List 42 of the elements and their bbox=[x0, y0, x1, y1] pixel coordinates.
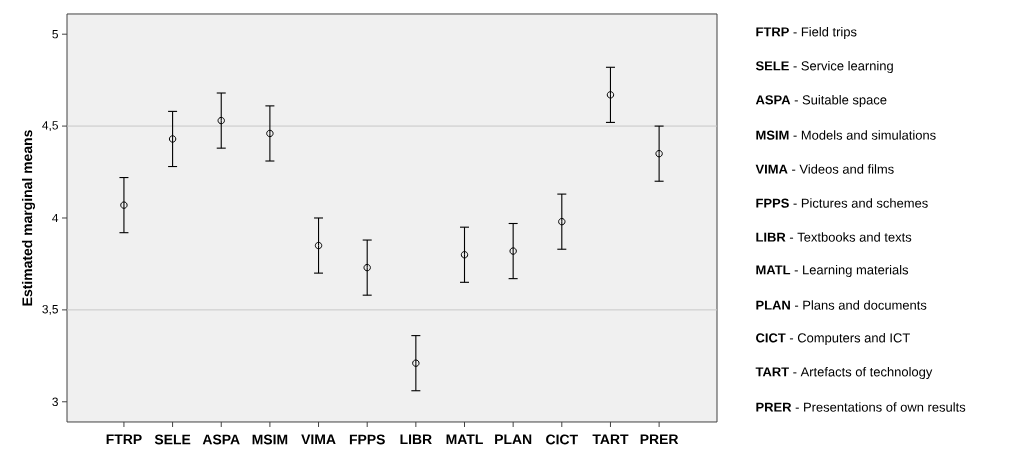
x-tick-label: FTRP bbox=[106, 434, 142, 445]
point bbox=[314, 241, 323, 250]
point bbox=[655, 149, 663, 158]
x-tick-label: LIBR bbox=[400, 434, 432, 445]
point bbox=[120, 201, 128, 209]
x-tick-label: PRER bbox=[640, 434, 679, 445]
y-tick-label: 4,5 bbox=[42, 121, 58, 131]
point bbox=[412, 359, 420, 367]
y-axis-title: Estimated marginal means bbox=[21, 130, 36, 306]
point bbox=[606, 91, 615, 99]
text: VIMA - Videos and films bbox=[755, 164, 894, 174]
point bbox=[217, 116, 225, 125]
text: ASPA - Suitable space bbox=[755, 94, 887, 108]
y-tick-label: 3 bbox=[52, 397, 58, 406]
text: TART - Artefacts of technology bbox=[755, 366, 933, 380]
point bbox=[363, 263, 371, 272]
point bbox=[460, 251, 469, 259]
text: CICT - Computers and ICT bbox=[756, 332, 910, 346]
text: FTRP - Field trips bbox=[756, 26, 857, 40]
text: FPPS - Pictures and schemes bbox=[756, 198, 928, 208]
y-tick-label: 4 bbox=[52, 213, 59, 223]
x-tick-label: SELE bbox=[154, 434, 191, 445]
x-tick-label: FPPS bbox=[349, 434, 385, 445]
text: PRER - Presentations of own results bbox=[756, 402, 966, 412]
x-tick-label: PLAN bbox=[495, 434, 532, 445]
text: SELE - Service learning bbox=[755, 60, 893, 74]
x-tick-label: ASPA bbox=[202, 434, 240, 445]
text: PLAN - Plans and documents bbox=[756, 300, 927, 310]
x-tick-label: CICT bbox=[546, 434, 578, 445]
text: LIBR - Textbooks and texts bbox=[756, 232, 912, 242]
y-tick-label: 3,5 bbox=[42, 304, 58, 315]
point bbox=[266, 129, 274, 138]
x-tick-label: MATL bbox=[446, 434, 483, 445]
x-tick-label: VIMA bbox=[301, 434, 336, 445]
point bbox=[558, 217, 566, 226]
text: MSIM - Models and simulations bbox=[756, 130, 936, 140]
point bbox=[168, 135, 177, 143]
text: MATL - Learning materials bbox=[756, 264, 909, 278]
x-tick-label: MSIM bbox=[252, 434, 288, 445]
point bbox=[509, 247, 517, 255]
x-tick-label: TART bbox=[592, 434, 629, 445]
y-tick-label: 5 bbox=[52, 30, 58, 39]
